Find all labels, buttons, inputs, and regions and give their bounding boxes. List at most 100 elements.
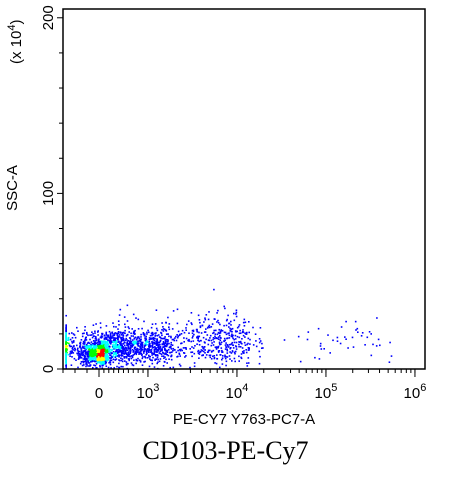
data-point bbox=[239, 346, 242, 348]
data-point bbox=[213, 355, 216, 357]
data-point bbox=[197, 314, 200, 317]
data-point bbox=[177, 330, 180, 333]
data-point bbox=[165, 358, 167, 361]
data-point bbox=[101, 367, 104, 369]
data-point bbox=[164, 356, 166, 358]
data-point bbox=[219, 339, 222, 341]
data-point bbox=[105, 332, 107, 335]
data-point bbox=[134, 352, 136, 355]
data-point bbox=[146, 341, 149, 343]
data-point bbox=[66, 348, 68, 351]
x-tick-label: 103 bbox=[137, 382, 160, 402]
data-point bbox=[148, 338, 151, 341]
data-point bbox=[80, 353, 82, 356]
data-point bbox=[319, 345, 322, 347]
data-point bbox=[104, 356, 107, 358]
data-point bbox=[122, 339, 125, 342]
data-point bbox=[151, 344, 154, 346]
data-point bbox=[129, 348, 132, 351]
data-point bbox=[187, 320, 190, 322]
data-point bbox=[101, 351, 103, 353]
data-point bbox=[93, 350, 95, 353]
data-point bbox=[230, 343, 233, 345]
data-point bbox=[340, 326, 343, 328]
data-point bbox=[110, 341, 112, 343]
data-point bbox=[156, 338, 158, 340]
data-point bbox=[81, 354, 84, 357]
data-point bbox=[95, 323, 97, 325]
data-point bbox=[166, 350, 168, 353]
data-point bbox=[143, 352, 145, 354]
data-point bbox=[156, 334, 159, 337]
data-point bbox=[119, 349, 121, 352]
data-point bbox=[138, 353, 140, 355]
data-point bbox=[105, 353, 108, 356]
data-point bbox=[115, 326, 117, 328]
data-point bbox=[146, 331, 148, 334]
data-point bbox=[66, 345, 69, 347]
data-point bbox=[129, 342, 131, 345]
data-point bbox=[99, 340, 101, 343]
data-point bbox=[147, 349, 150, 352]
data-point bbox=[223, 305, 225, 308]
data-point bbox=[151, 323, 154, 325]
data-point bbox=[139, 339, 142, 341]
data-point bbox=[118, 356, 120, 358]
data-point bbox=[212, 349, 215, 352]
data-point bbox=[137, 357, 139, 360]
data-point bbox=[123, 332, 125, 334]
data-point bbox=[243, 341, 246, 344]
data-point bbox=[232, 337, 234, 340]
data-point bbox=[164, 349, 167, 351]
data-point bbox=[100, 335, 103, 338]
data-point bbox=[170, 335, 172, 338]
data-point bbox=[136, 337, 139, 339]
data-point bbox=[120, 355, 123, 357]
data-point bbox=[85, 348, 88, 351]
data-point bbox=[170, 343, 172, 346]
data-point bbox=[356, 327, 359, 330]
data-point bbox=[104, 360, 107, 363]
data-point bbox=[185, 327, 187, 329]
data-point bbox=[114, 347, 117, 350]
data-point bbox=[80, 349, 83, 352]
data-point bbox=[146, 343, 148, 346]
data-point bbox=[65, 328, 67, 331]
data-point bbox=[220, 330, 223, 332]
data-point bbox=[113, 352, 115, 354]
data-point bbox=[206, 327, 209, 329]
data-point bbox=[191, 329, 194, 332]
data-point bbox=[242, 334, 245, 337]
data-point bbox=[106, 335, 109, 337]
data-point bbox=[85, 357, 87, 360]
data-point bbox=[100, 363, 102, 365]
data-point bbox=[94, 332, 96, 334]
data-point bbox=[156, 348, 159, 351]
data-point bbox=[113, 346, 115, 349]
data-point bbox=[67, 353, 70, 356]
data-point bbox=[170, 341, 172, 344]
data-point bbox=[115, 346, 118, 348]
data-point bbox=[189, 366, 191, 369]
data-point bbox=[228, 337, 231, 339]
data-point bbox=[142, 356, 144, 358]
data-point bbox=[240, 357, 243, 360]
data-point bbox=[77, 354, 80, 356]
data-point bbox=[258, 341, 261, 344]
data-point bbox=[141, 349, 144, 351]
data-point bbox=[95, 350, 97, 352]
data-point bbox=[205, 314, 208, 316]
data-point bbox=[150, 326, 153, 329]
data-point bbox=[178, 363, 181, 366]
data-point bbox=[208, 326, 211, 329]
data-point bbox=[158, 352, 161, 354]
data-point bbox=[151, 362, 154, 365]
data-point bbox=[127, 326, 130, 328]
data-point bbox=[193, 362, 196, 364]
data-point bbox=[214, 318, 216, 320]
data-point bbox=[99, 366, 101, 368]
data-point bbox=[116, 346, 119, 349]
data-point bbox=[167, 333, 169, 335]
data-point bbox=[102, 348, 105, 351]
data-point bbox=[221, 363, 224, 365]
